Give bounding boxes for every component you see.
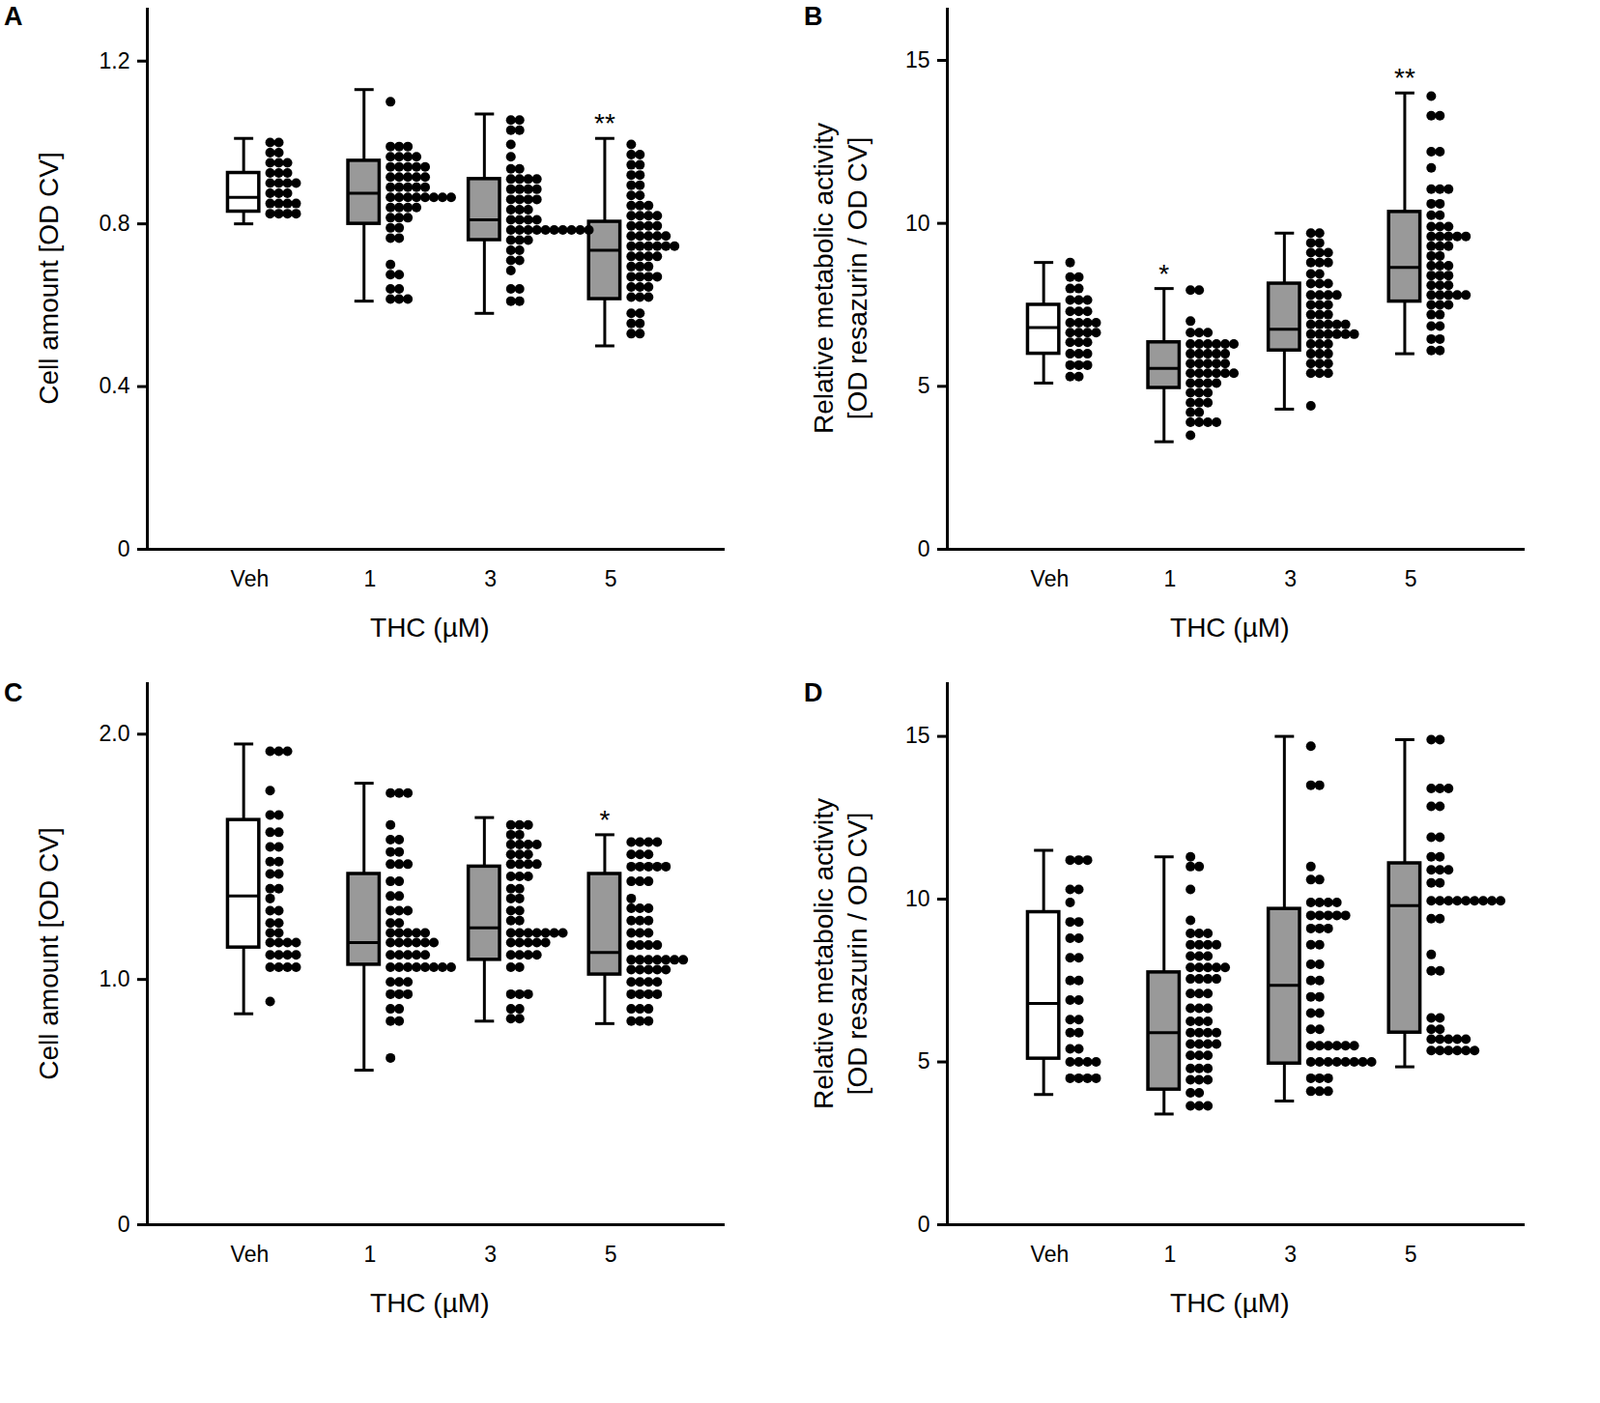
svg-text:10: 10 — [905, 885, 931, 912]
html-text:THC (µM): THC (µM) — [1170, 612, 1290, 643]
html-text:D: D — [803, 678, 823, 708]
svg-text:Veh: Veh — [230, 566, 270, 592]
svg-text:5: 5 — [917, 1048, 931, 1074]
svg-text:0: 0 — [917, 536, 931, 562]
svg-text:0.8: 0.8 — [99, 210, 131, 236]
svg-text:3: 3 — [484, 566, 497, 592]
html-text:[OD resazurin / OD CV]: [OD resazurin / OD CV] — [842, 811, 873, 1095]
html-text:Cell amount [OD CV]: Cell amount [OD CV] — [33, 151, 64, 405]
svg-text:1: 1 — [1164, 566, 1177, 592]
svg-text:2.0: 2.0 — [99, 720, 131, 746]
html-text:Relative metabolic activity: Relative metabolic activity — [808, 797, 839, 1109]
html-text:C: C — [3, 678, 23, 708]
svg-text:10: 10 — [905, 210, 931, 236]
html-text:[OD resazurin / OD CV]: [OD resazurin / OD CV] — [842, 137, 873, 420]
svg-text:3: 3 — [1284, 1241, 1297, 1267]
html-text:Cell amount [OD CV]: Cell amount [OD CV] — [33, 826, 64, 1080]
html-text:THC (µM): THC (µM) — [370, 1287, 490, 1318]
html-text:A: A — [3, 1, 23, 31]
html-text:Relative metabolic activity: Relative metabolic activity — [808, 122, 839, 434]
svg-text:1.0: 1.0 — [99, 966, 131, 992]
svg-text:*: * — [1158, 258, 1170, 289]
svg-text:15: 15 — [905, 722, 931, 748]
svg-text:0: 0 — [117, 536, 131, 562]
svg-text:0.4: 0.4 — [99, 372, 131, 399]
svg-text:3: 3 — [1284, 566, 1297, 592]
html-text:THC (µM): THC (µM) — [1170, 1287, 1290, 1318]
svg-text:15: 15 — [905, 47, 931, 73]
html-text:THC (µM): THC (µM) — [370, 612, 490, 643]
svg-text:1: 1 — [364, 1241, 377, 1267]
svg-text:Veh: Veh — [1030, 1241, 1070, 1267]
svg-text:Veh: Veh — [230, 1241, 270, 1267]
svg-text:*: * — [599, 804, 610, 835]
svg-text:0: 0 — [117, 1211, 131, 1237]
svg-text:5: 5 — [917, 372, 931, 399]
svg-text:1: 1 — [364, 566, 377, 592]
svg-text:5: 5 — [1404, 1241, 1418, 1267]
svg-text:1: 1 — [1164, 1241, 1177, 1267]
svg-text:**: ** — [594, 108, 616, 139]
html-text:B: B — [803, 1, 823, 31]
svg-text:5: 5 — [604, 566, 618, 592]
svg-text:0: 0 — [917, 1211, 931, 1237]
svg-text:**: ** — [1394, 62, 1416, 93]
svg-text:Veh: Veh — [1030, 566, 1070, 592]
svg-text:5: 5 — [604, 1241, 618, 1267]
svg-text:3: 3 — [484, 1241, 497, 1267]
svg-text:1.2: 1.2 — [99, 48, 131, 74]
svg-text:5: 5 — [1404, 566, 1418, 592]
